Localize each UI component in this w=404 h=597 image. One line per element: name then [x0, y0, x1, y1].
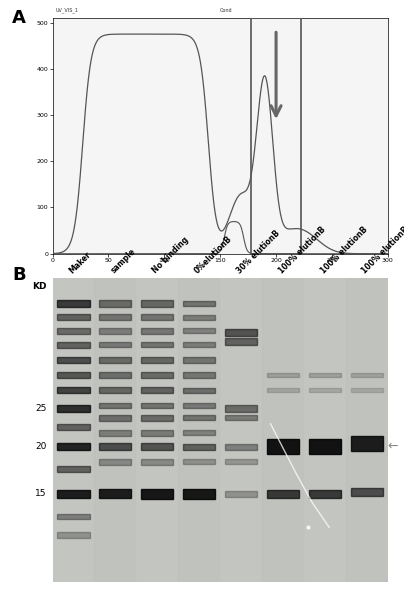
Bar	[141, 403, 173, 408]
Bar	[309, 388, 341, 392]
Text: 100% elutionB: 100% elutionB	[277, 225, 327, 275]
Bar	[141, 414, 173, 421]
Bar	[183, 444, 215, 450]
Bar	[99, 300, 131, 306]
Bar	[53, 278, 95, 582]
Text: Cond: Cond	[220, 8, 233, 13]
Bar	[309, 490, 341, 498]
Bar	[267, 388, 299, 392]
Bar	[99, 315, 131, 320]
Bar	[351, 436, 383, 451]
Bar	[57, 314, 90, 320]
Bar	[57, 341, 90, 347]
Text: No binding: No binding	[151, 236, 191, 275]
Bar	[183, 387, 215, 393]
Bar	[57, 424, 90, 430]
Bar	[99, 342, 131, 347]
Bar	[183, 489, 215, 498]
Bar	[225, 491, 257, 497]
Text: 0%elutionB: 0%elutionB	[193, 234, 234, 275]
Bar	[178, 278, 220, 582]
Bar	[183, 403, 215, 408]
Bar	[141, 443, 173, 450]
Bar	[99, 489, 131, 498]
Bar	[225, 415, 257, 420]
Bar	[141, 387, 173, 393]
Bar	[99, 430, 131, 436]
Bar	[141, 342, 173, 347]
Bar	[99, 372, 131, 378]
Bar	[57, 466, 90, 472]
Bar	[346, 278, 388, 582]
Bar	[99, 387, 131, 393]
Bar	[99, 403, 131, 408]
Text: UV_VIS_1: UV_VIS_1	[56, 8, 79, 13]
Text: 25: 25	[35, 404, 46, 413]
Bar	[57, 532, 90, 538]
Bar	[57, 387, 90, 393]
Bar	[351, 488, 383, 496]
Bar	[141, 357, 173, 363]
Bar	[267, 490, 299, 498]
Bar	[183, 373, 215, 378]
Text: ←: ←	[387, 440, 398, 453]
Bar	[225, 338, 257, 344]
Bar	[267, 439, 299, 454]
Text: 100% elutionB: 100% elutionB	[319, 225, 369, 275]
Bar	[183, 315, 215, 319]
Bar	[183, 301, 215, 306]
Bar	[309, 373, 341, 377]
Bar	[183, 357, 215, 362]
Text: sample: sample	[109, 247, 137, 275]
Bar	[304, 278, 346, 582]
Bar	[225, 329, 257, 336]
Bar	[99, 414, 131, 421]
Bar	[57, 300, 90, 307]
Bar	[141, 328, 173, 334]
Bar	[225, 444, 257, 450]
Bar	[183, 415, 215, 420]
Bar	[99, 443, 131, 450]
Bar	[251, 18, 301, 254]
Bar	[99, 459, 131, 464]
Bar	[141, 300, 173, 306]
Text: KD: KD	[32, 282, 46, 291]
Bar	[141, 489, 173, 498]
Bar	[267, 373, 299, 377]
Bar	[141, 372, 173, 378]
Bar	[225, 405, 257, 411]
Bar	[220, 278, 262, 582]
Text: 30% elutionB: 30% elutionB	[235, 229, 282, 275]
Bar	[136, 278, 178, 582]
Bar	[57, 357, 90, 363]
Bar	[57, 443, 90, 450]
Bar	[99, 357, 131, 363]
Bar	[141, 315, 173, 320]
Text: B: B	[12, 266, 26, 284]
Bar	[57, 328, 90, 334]
Bar	[183, 342, 215, 347]
Bar	[183, 328, 215, 333]
Bar	[95, 278, 136, 582]
Bar	[57, 372, 90, 378]
Bar	[57, 405, 90, 413]
Text: Maker: Maker	[67, 250, 93, 275]
Bar	[225, 459, 257, 464]
Bar	[57, 490, 90, 497]
Bar	[351, 388, 383, 392]
Bar	[99, 328, 131, 334]
Bar	[309, 439, 341, 454]
Bar	[141, 459, 173, 464]
Bar	[141, 430, 173, 436]
Text: 100% elutionB: 100% elutionB	[360, 225, 404, 275]
Bar	[351, 373, 383, 377]
Bar	[183, 430, 215, 435]
Bar	[183, 459, 215, 464]
Text: A: A	[12, 9, 26, 27]
Text: 15: 15	[35, 490, 46, 498]
Bar	[57, 514, 90, 519]
Text: 20: 20	[35, 442, 46, 451]
Bar	[262, 278, 304, 582]
